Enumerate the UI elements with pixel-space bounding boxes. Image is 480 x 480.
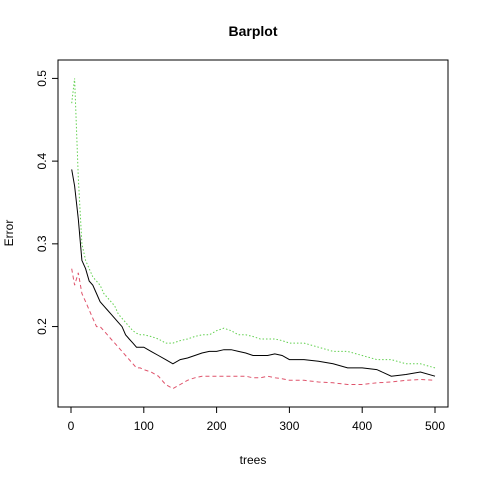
x-tick-label: 0 (68, 419, 75, 433)
x-axis-label: trees (240, 453, 267, 467)
series-line-1 (71, 169, 436, 377)
x-tick-label: 400 (352, 419, 372, 433)
x-tick-label: 300 (279, 419, 299, 433)
plot-frame (57, 59, 449, 408)
y-tick-label: 0.4 (35, 152, 49, 169)
y-axis: 0.2 0.3 0.4 0.5 (35, 70, 59, 335)
x-tick-label: 200 (207, 419, 227, 433)
y-tick-label: 0.2 (35, 318, 49, 335)
x-tick-label: 500 (425, 419, 445, 433)
y-axis-label: Error (2, 220, 16, 247)
series-layer (71, 78, 436, 390)
y-tick-label: 0.5 (35, 70, 49, 87)
series-line-2 (71, 268, 436, 390)
x-axis: 0 100 200 300 400 500 (68, 406, 445, 433)
y-tick-label: 0.3 (35, 235, 49, 252)
chart-title: Barplot (229, 23, 278, 39)
series-line-3 (71, 78, 436, 369)
x-tick-label: 100 (134, 419, 154, 433)
